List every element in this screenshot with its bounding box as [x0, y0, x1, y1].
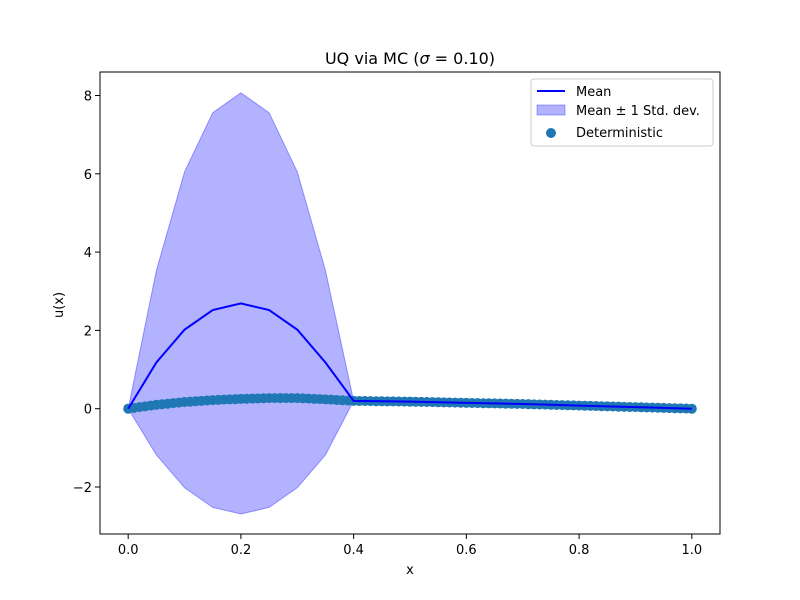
mean-line — [127, 302, 692, 410]
y-tick-label: −2 — [73, 481, 92, 496]
legend-band-swatch — [536, 104, 566, 116]
x-axis-label: x — [406, 563, 414, 578]
chart-title: UQ via MC (σ = 0.10) — [325, 49, 495, 68]
chart-title-sigma: σ — [419, 49, 430, 68]
x-tick-label: 0.2 — [231, 543, 252, 558]
y-axis-label: u(x) — [52, 292, 67, 318]
y-tick-label: 4 — [84, 246, 92, 261]
x-tick-label: 0.0 — [118, 543, 139, 558]
legend-band-label: Mean ± 1 Std. dev. — [576, 104, 700, 119]
x-tick-label: 0.8 — [569, 543, 590, 558]
legend-deterministic-label: Deterministic — [576, 126, 663, 141]
plot-area — [123, 92, 697, 515]
chart-title-suffix: = 0.10) — [430, 49, 495, 68]
legend-mean-label: Mean — [576, 85, 611, 100]
y-tick-label: 2 — [84, 324, 92, 339]
legend-frame — [530, 78, 714, 147]
axes: 0.0 0.2 0.4 0.6 0.8 1.0 −2 0 2 4 6 8 — [73, 71, 721, 558]
x-tick-label: 0.6 — [456, 543, 477, 558]
chart-title-prefix: UQ via MC ( — [325, 49, 420, 68]
y-tick-label: 0 — [84, 403, 92, 418]
x-tick-label: 1.0 — [681, 543, 702, 558]
y-tick-label: 8 — [84, 89, 92, 104]
y-tick-label: 6 — [84, 168, 92, 183]
x-tick-label: 0.4 — [343, 543, 364, 558]
legend: Mean Mean ± 1 Std. dev. Deterministic — [530, 78, 714, 147]
axes-frame — [99, 71, 721, 535]
legend-deterministic-swatch — [546, 128, 556, 138]
